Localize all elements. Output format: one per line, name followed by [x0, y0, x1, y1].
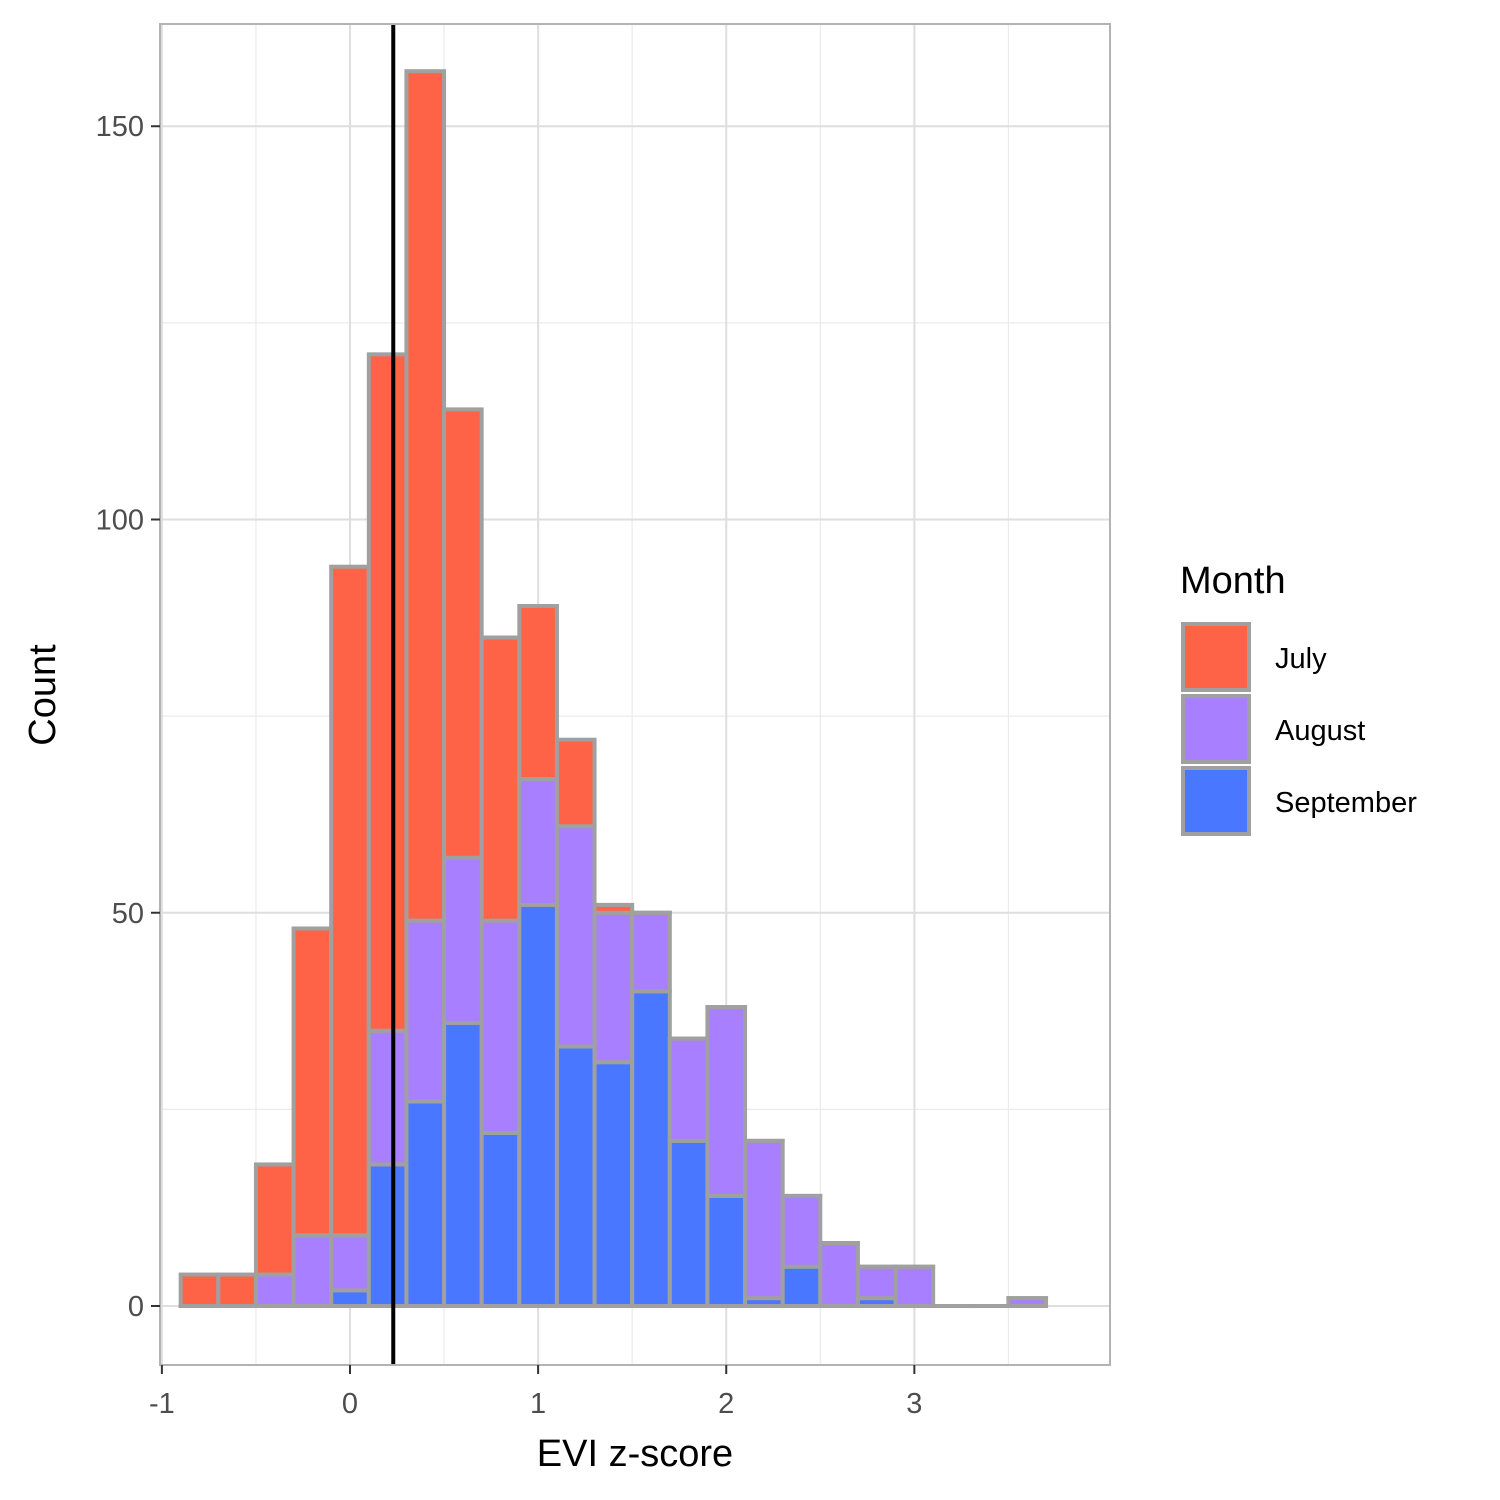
bar-september-5	[366, 1162, 409, 1309]
y-tick-label: 150	[96, 111, 144, 143]
bar-august-6	[404, 918, 447, 1104]
bar-july-5	[366, 352, 409, 1033]
bar-july-1	[216, 1272, 258, 1309]
bar-august-10	[554, 824, 597, 1049]
legend-label-july: July	[1275, 643, 1327, 675]
bar-august-3	[291, 1233, 334, 1309]
bar-july-9	[517, 604, 559, 782]
bar-september-4	[329, 1288, 371, 1309]
bar-august-4	[329, 1233, 371, 1293]
bar-september-16	[780, 1264, 823, 1309]
x-axis-title: EVI z-score	[537, 1433, 733, 1475]
bar-july-4	[329, 564, 371, 1238]
bar-august-11	[592, 910, 635, 1065]
bar-august-7	[442, 855, 484, 1025]
legend-label-september: September	[1275, 787, 1417, 819]
legend-key-september	[1181, 766, 1251, 836]
bar-august-2	[253, 1272, 296, 1309]
bar-september-13	[667, 1138, 710, 1309]
legend-key-august	[1181, 694, 1251, 764]
bar-august-15	[743, 1138, 785, 1301]
x-tick-label: -1	[149, 1388, 175, 1420]
bar-july-2	[253, 1162, 296, 1277]
legend-title: Month	[1180, 560, 1286, 602]
bar-july-11	[592, 902, 635, 915]
bar-august-19	[893, 1264, 936, 1309]
bar-july-6	[404, 69, 447, 923]
bar-september-9	[517, 902, 559, 1309]
x-tick-label: 1	[530, 1388, 546, 1420]
bar-september-14	[705, 1193, 748, 1309]
y-tick-label: 0	[128, 1291, 144, 1323]
bar-september-10	[554, 1044, 597, 1309]
bars	[178, 69, 1049, 1309]
bar-august-13	[667, 1036, 710, 1143]
bar-july-7	[442, 407, 484, 860]
bar-july-10	[554, 737, 597, 829]
legend-key-july	[1181, 622, 1251, 692]
plot-border	[159, 23, 1111, 1366]
bar-september-6	[404, 1099, 447, 1309]
y-axis: 0 50 100 150	[96, 111, 160, 1323]
bar-september-12	[630, 989, 672, 1309]
bar-september-11	[592, 1060, 635, 1309]
bar-august-5	[366, 1028, 409, 1167]
bar-july-0	[178, 1272, 221, 1309]
bar-july-3	[291, 926, 334, 1238]
bar-august-8	[479, 918, 522, 1135]
bar-august-14	[705, 1005, 748, 1198]
legend-label-august: August	[1275, 715, 1365, 747]
bar-august-17	[818, 1241, 860, 1309]
bar-july-8	[479, 635, 522, 923]
x-tick-label: 2	[718, 1388, 734, 1420]
bar-august-12	[630, 910, 672, 994]
bar-august-16	[780, 1193, 823, 1269]
legend: Month July August September	[1180, 560, 1417, 836]
x-axis: -1 0 1 2 3	[149, 1365, 922, 1420]
bar-august-9	[517, 777, 559, 907]
bar-september-7	[442, 1020, 484, 1309]
y-axis-title: Count	[22, 644, 64, 746]
x-tick-label: 3	[906, 1388, 922, 1420]
y-tick-label: 100	[96, 505, 144, 537]
bar-september-8	[479, 1130, 522, 1309]
bar-august-18	[855, 1264, 898, 1301]
x-tick-label: 0	[342, 1388, 358, 1420]
y-tick-label: 50	[112, 898, 144, 930]
